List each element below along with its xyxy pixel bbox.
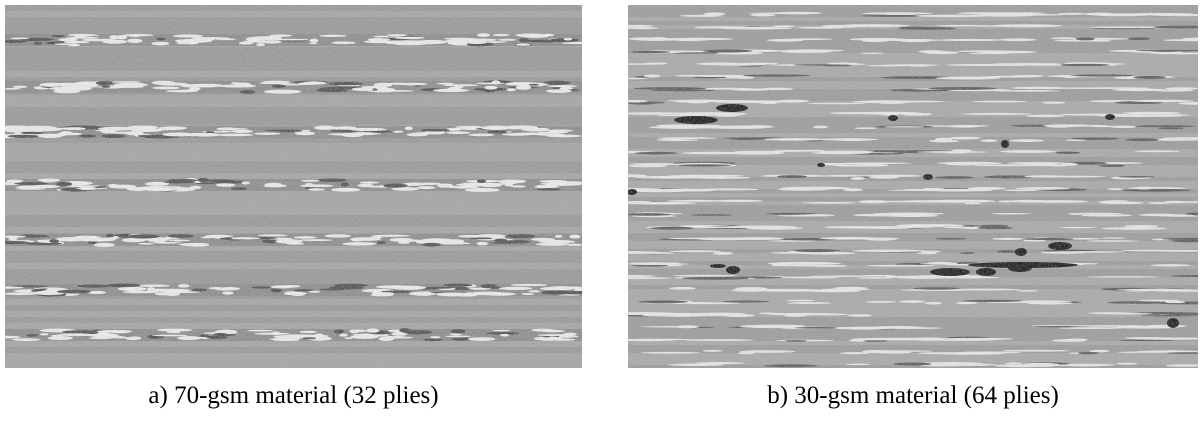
grain xyxy=(628,5,1198,368)
caption: b) 30-gsm material (64 plies) xyxy=(767,382,1059,409)
micrograph-b xyxy=(628,5,1198,368)
micrograph-a xyxy=(5,5,582,368)
grain xyxy=(5,5,582,368)
caption: a) 70-gsm material (32 plies) xyxy=(148,382,439,409)
